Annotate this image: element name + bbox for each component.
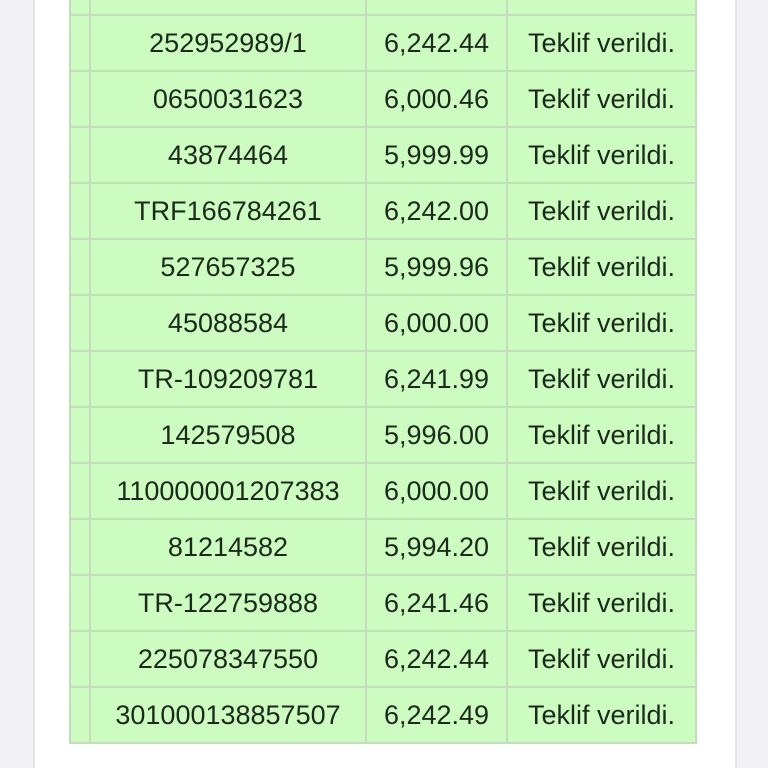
row-marker-cell — [69, 574, 91, 632]
offer-id-cell: 0650031623 — [89, 70, 367, 128]
amount-cell: 6,242.44 — [365, 630, 508, 688]
amount-cell: 5,999.99 — [365, 126, 508, 184]
table-row[interactable]: 252952989/1 6,242.44 Teklif verildi. — [69, 14, 697, 72]
row-marker-cell — [69, 294, 91, 352]
status-cell: Teklif verildi. — [506, 14, 697, 72]
offer-id-cell: 225078347550 — [89, 630, 367, 688]
status-cell: Teklif verildi. — [506, 126, 697, 184]
table-row[interactable] — [69, 0, 697, 16]
row-marker-cell — [69, 0, 91, 16]
table-row[interactable]: 45088584 6,000.00 Teklif verildi. — [69, 294, 697, 352]
offer-id-cell: 252952989/1 — [89, 14, 367, 72]
offer-id-cell: TR-109209781 — [89, 350, 367, 408]
status-cell: Teklif verildi. — [506, 182, 697, 240]
row-marker-cell — [69, 462, 91, 520]
table-row[interactable]: 110000001207383 6,000.00 Teklif verildi. — [69, 462, 697, 520]
row-marker-cell — [69, 126, 91, 184]
offer-id-cell: 142579508 — [89, 406, 367, 464]
offer-id-cell: 527657325 — [89, 238, 367, 296]
table-row[interactable]: 225078347550 6,242.44 Teklif verildi. — [69, 630, 697, 688]
row-marker-cell — [69, 686, 91, 744]
offer-id-cell: TRF166784261 — [89, 182, 367, 240]
amount-cell: 6,000.46 — [365, 70, 508, 128]
status-cell: Teklif verildi. — [506, 238, 697, 296]
offer-id-cell: TR-122759888 — [89, 574, 367, 632]
status-cell: Teklif verildi. — [506, 574, 697, 632]
table-row[interactable]: 81214582 5,994.20 Teklif verildi. — [69, 518, 697, 576]
table-row[interactable]: TR-109209781 6,241.99 Teklif verildi. — [69, 350, 697, 408]
status-cell: Teklif verildi. — [506, 686, 697, 744]
amount-cell: 6,000.00 — [365, 462, 508, 520]
row-marker-cell — [69, 238, 91, 296]
status-cell: Teklif verildi. — [506, 350, 697, 408]
status-cell: Teklif verildi. — [506, 630, 697, 688]
table-row[interactable]: 527657325 5,999.96 Teklif verildi. — [69, 238, 697, 296]
row-marker-cell — [69, 630, 91, 688]
amount-cell: 6,242.49 — [365, 686, 508, 744]
table-row[interactable]: 43874464 5,999.99 Teklif verildi. — [69, 126, 697, 184]
table-row[interactable]: TRF166784261 6,242.00 Teklif verildi. — [69, 182, 697, 240]
status-cell — [506, 0, 697, 16]
offer-id-cell: 81214582 — [89, 518, 367, 576]
table-row[interactable]: 301000138857507 6,242.49 Teklif verildi. — [69, 686, 697, 744]
table-row[interactable]: TR-122759888 6,241.46 Teklif verildi. — [69, 574, 697, 632]
offers-table: 252952989/1 6,242.44 Teklif verildi. 065003… — [69, 0, 697, 744]
amount-cell: 6,241.99 — [365, 350, 508, 408]
row-marker-cell — [69, 70, 91, 128]
offer-id-cell — [89, 0, 367, 16]
amount-cell: 6,242.44 — [365, 14, 508, 72]
amount-cell: 6,241.46 — [365, 574, 508, 632]
status-cell: Teklif verildi. — [506, 294, 697, 352]
row-marker-cell — [69, 350, 91, 408]
amount-cell: 5,996.00 — [365, 406, 508, 464]
offer-id-cell: 43874464 — [89, 126, 367, 184]
amount-cell: 6,242.00 — [365, 182, 508, 240]
status-cell: Teklif verildi. — [506, 406, 697, 464]
amount-cell: 5,994.20 — [365, 518, 508, 576]
row-marker-cell — [69, 14, 91, 72]
row-marker-cell — [69, 182, 91, 240]
offer-id-cell: 301000138857507 — [89, 686, 367, 744]
offer-id-cell: 110000001207383 — [89, 462, 367, 520]
status-cell: Teklif verildi. — [506, 70, 697, 128]
table-row[interactable]: 0650031623 6,000.46 Teklif verildi. — [69, 70, 697, 128]
amount-cell: 5,999.96 — [365, 238, 508, 296]
amount-cell — [365, 0, 508, 16]
offer-id-cell: 45088584 — [89, 294, 367, 352]
row-marker-cell — [69, 406, 91, 464]
status-cell: Teklif verildi. — [506, 462, 697, 520]
row-marker-cell — [69, 518, 91, 576]
amount-cell: 6,000.00 — [365, 294, 508, 352]
status-cell: Teklif verildi. — [506, 518, 697, 576]
table-row[interactable]: 142579508 5,996.00 Teklif verildi. — [69, 406, 697, 464]
